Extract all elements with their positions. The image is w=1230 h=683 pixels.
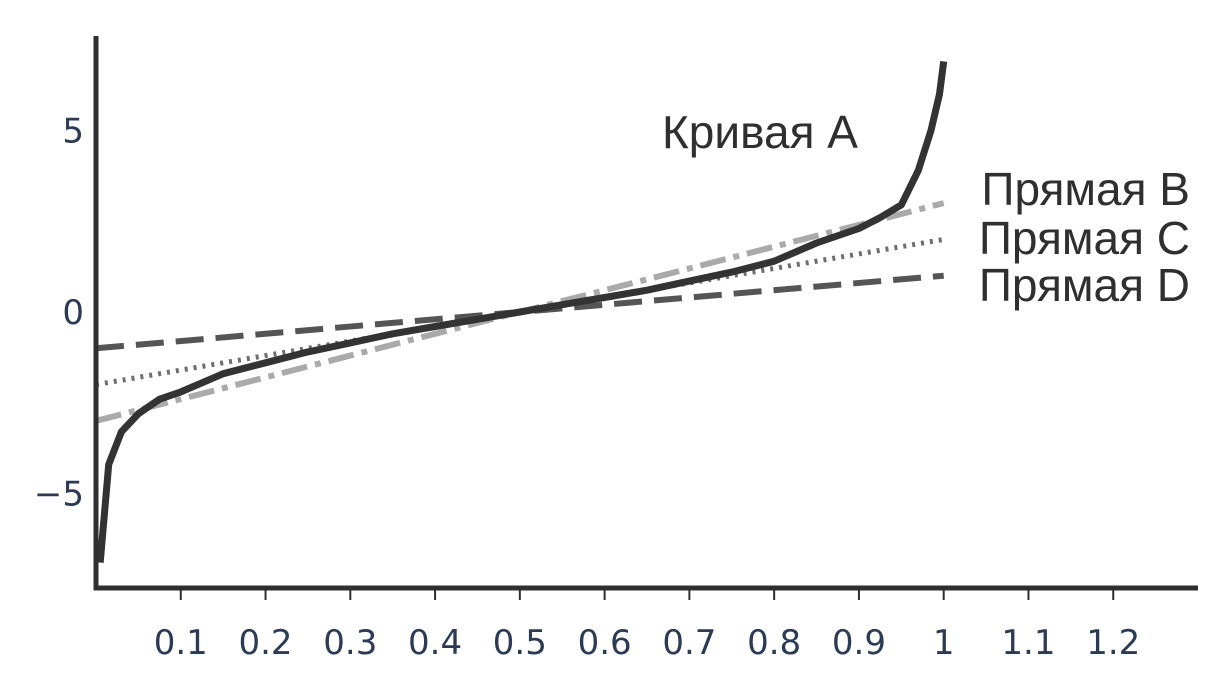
x-tick-label: 0.4 <box>408 623 462 663</box>
plot-lines <box>95 60 948 563</box>
series-line-1 <box>96 60 948 563</box>
series-label-1: Кривая A <box>662 106 858 158</box>
y-tick-label: −5 <box>34 475 84 515</box>
x-tick-label: 0.8 <box>747 623 801 663</box>
x-tick-label: 1.1 <box>1001 623 1055 663</box>
x-tick-label: 0.1 <box>154 623 208 663</box>
y-tick-label: 5 <box>62 111 84 151</box>
x-tick-label: 1.2 <box>1086 623 1140 663</box>
series-label-4: Прямая D <box>979 259 1190 311</box>
series-label-3: Прямая C <box>979 212 1190 264</box>
series-label-2: Прямая B <box>981 163 1190 215</box>
x-tick-label: 0.9 <box>832 623 886 663</box>
x-ticks: 0.1 0.2 0.3 0.4 0.5 0.6 0.7 0.8 0.9 1 1.1 1.2 <box>154 588 1140 663</box>
axes <box>93 36 1198 591</box>
x-tick-label: 0.2 <box>238 623 292 663</box>
x-tick-label: 0.3 <box>323 623 377 663</box>
y-ticks: 5 0 −5 <box>34 111 84 514</box>
y-tick-label: 0 <box>62 293 84 333</box>
x-tick-label: 1 <box>933 623 955 663</box>
x-tick-label: 0.6 <box>578 623 632 663</box>
x-tick-label: 0.5 <box>493 623 547 663</box>
x-tick-label: 0.7 <box>662 623 716 663</box>
